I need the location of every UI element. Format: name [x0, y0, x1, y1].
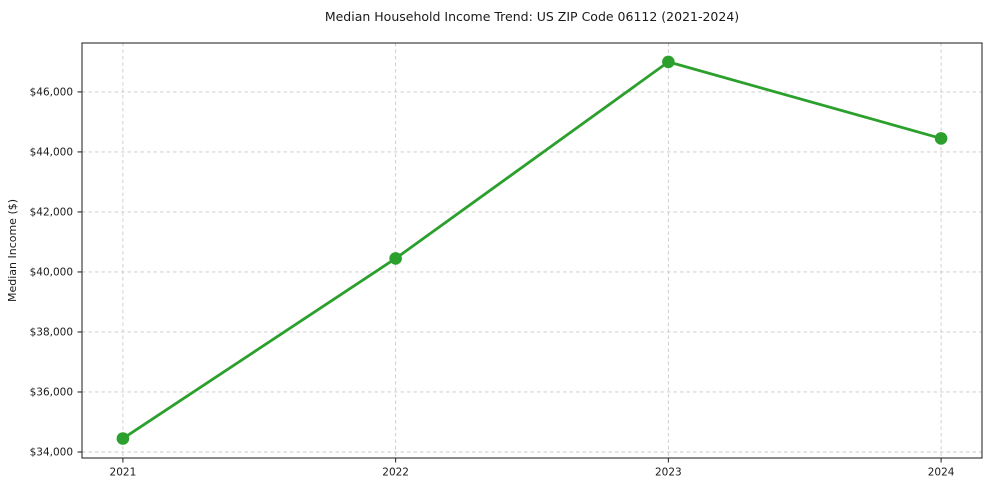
y-tick-label: $36,000	[30, 387, 73, 399]
data-line	[121, 60, 943, 440]
plot-border	[81, 42, 983, 459]
data-point	[662, 55, 675, 69]
plot-background	[82, 43, 982, 458]
y-axis-label: Median Income ($)	[6, 199, 19, 302]
x-tick-label: 2023	[655, 467, 682, 479]
y-tick-label: $40,000	[30, 267, 73, 279]
y-tick-label: $46,000	[30, 87, 73, 99]
data-point	[116, 432, 130, 445]
data-point	[389, 252, 402, 265]
x-tick-label: 2021	[110, 467, 137, 479]
chart-title: Median Household Income Trend: US ZIP Co…	[325, 9, 739, 24]
y-tick-label: $34,000	[30, 447, 73, 459]
y-tick-label: $44,000	[30, 147, 73, 159]
x-tick-label: 2022	[382, 467, 409, 479]
y-tick-label: $42,000	[30, 207, 73, 219]
y-tick-label: $38,000	[30, 327, 73, 339]
x-tick-label: 2024	[928, 467, 955, 479]
plot-area: $34,000 $36,000 $38,000 $40,000 $42,000 $44,0…	[30, 42, 983, 479]
data-point	[934, 132, 948, 145]
